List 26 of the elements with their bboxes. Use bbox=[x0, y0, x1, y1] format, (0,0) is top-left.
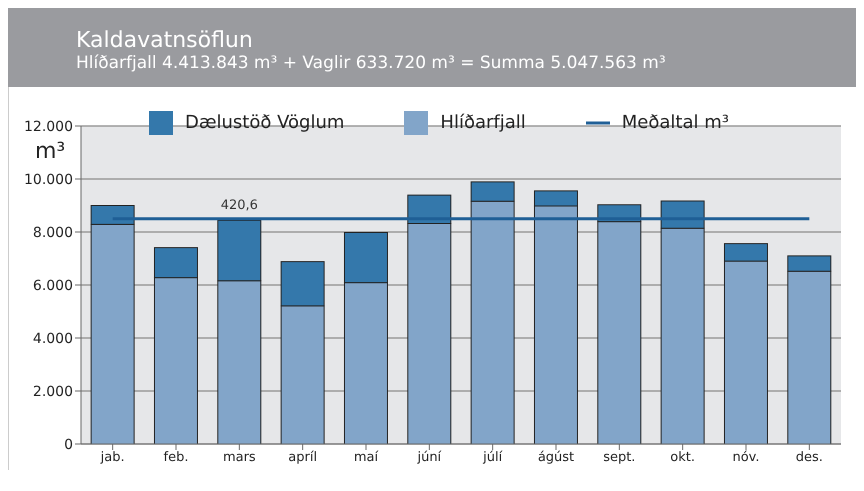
y-tick-label: 4.000 bbox=[32, 330, 73, 347]
y-axis-title: m³ bbox=[35, 139, 66, 164]
x-tick-label: nóv. bbox=[732, 450, 760, 466]
legend-label: Meðaltal m³ bbox=[622, 112, 729, 133]
legend-label: Hlíðarfjall bbox=[440, 112, 526, 133]
x-tick-label: mars bbox=[222, 450, 256, 466]
x-tick-label: des. bbox=[796, 450, 823, 466]
chart-title: Kaldavatnsöflun bbox=[76, 28, 254, 53]
y-tick-label: 2.000 bbox=[32, 384, 73, 400]
x-tick-label: jab. bbox=[100, 450, 125, 466]
x-tick-label: júlí bbox=[482, 450, 503, 466]
x-tick-label: maí bbox=[354, 450, 379, 466]
x-tick-label: júní bbox=[416, 450, 442, 466]
x-tick-label: ágúst bbox=[538, 450, 574, 466]
annotation: 420,6 bbox=[220, 198, 258, 213]
legend-label: Dælustöð Vöglum bbox=[184, 112, 344, 133]
x-tick-label: sept. bbox=[603, 450, 636, 466]
y-tick-label: 0 bbox=[64, 436, 73, 453]
x-tick-label: apríl bbox=[288, 450, 318, 466]
y-tick-label: 6.000 bbox=[32, 278, 73, 294]
y-tick-label: 12.000 bbox=[24, 118, 73, 135]
y-tick-label: 10.000 bbox=[24, 172, 73, 188]
chart-subtitle: Hlíðarfjall 4.413.843 m³ + Vaglir 633.720 m³ = Summa 5.047.563 m³ bbox=[76, 53, 667, 73]
x-tick-label: okt. bbox=[670, 450, 696, 466]
x-tick-label: feb. bbox=[164, 450, 188, 466]
y-tick-label: 8.000 bbox=[32, 224, 73, 241]
